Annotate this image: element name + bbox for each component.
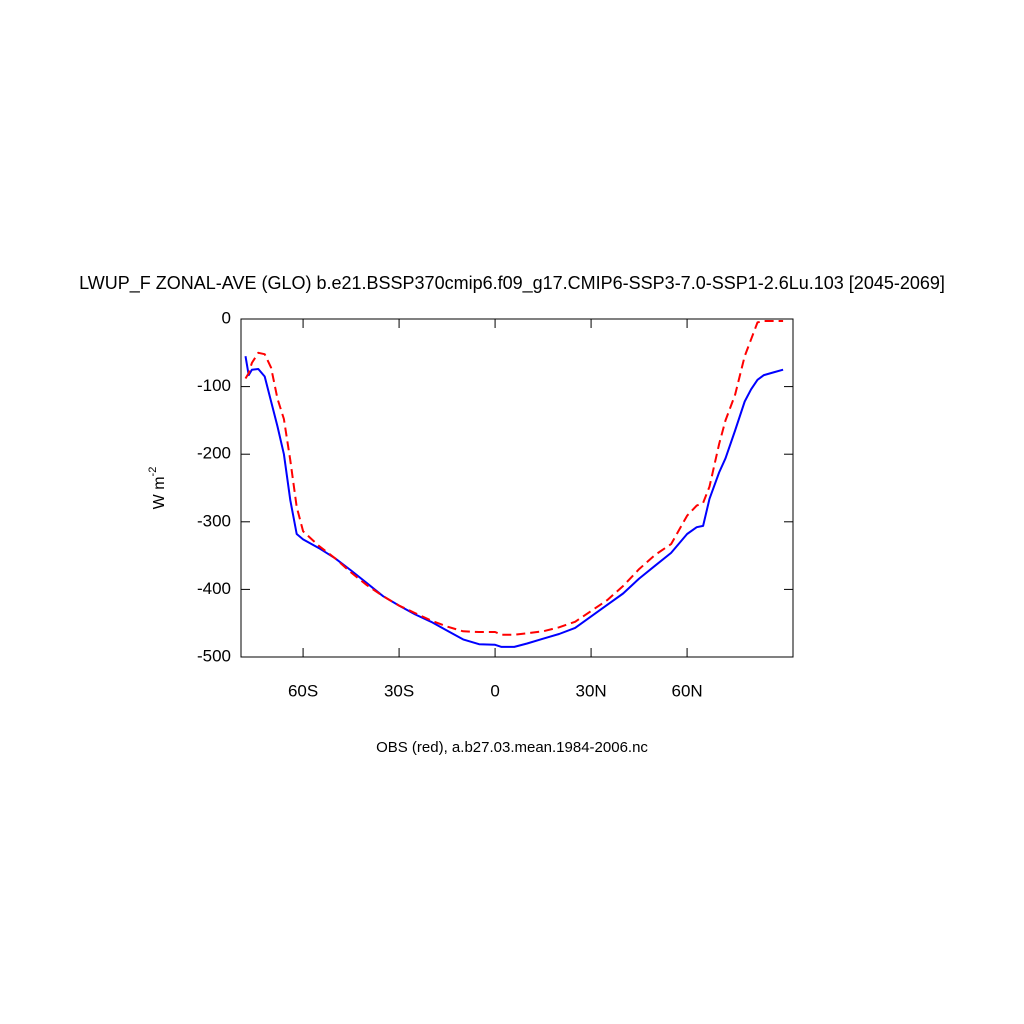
y-tick-label: -300 xyxy=(197,511,231,530)
x-tick-label: 30S xyxy=(384,681,414,700)
x-tick-label: 0 xyxy=(490,681,499,700)
x-tick-label: 30N xyxy=(575,681,606,700)
plot-frame xyxy=(240,318,794,658)
series-line xyxy=(244,320,784,636)
y-axis-label-text: W m xyxy=(151,476,168,509)
series-line xyxy=(244,356,784,648)
chart-title: LWUP_F ZONAL-AVE (GLO) b.e21.BSSP370cmip… xyxy=(79,273,945,294)
x-tick-label: 60S xyxy=(288,681,318,700)
y-tick-label: -400 xyxy=(197,579,231,598)
chart-subtitle: OBS (red), a.b27.03.mean.1984-2006.nc xyxy=(376,739,648,756)
x-tick-label: 60N xyxy=(671,681,702,700)
y-tick-label: 0 xyxy=(222,308,231,327)
y-tick-label: -500 xyxy=(197,646,231,665)
y-tick-label: -200 xyxy=(197,444,231,463)
y-axis-label-exponent: -2 xyxy=(147,467,159,477)
y-tick-label: -100 xyxy=(197,376,231,395)
y-axis-label: W m-2 xyxy=(147,467,168,510)
